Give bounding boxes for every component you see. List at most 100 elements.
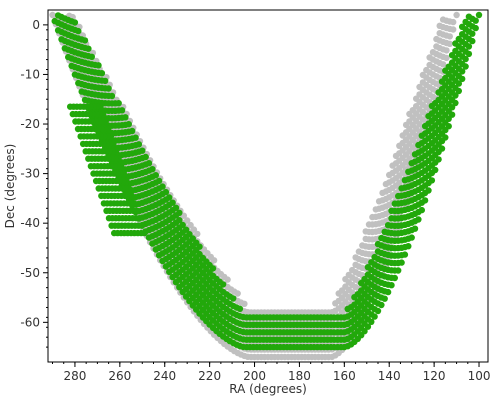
data-point <box>384 222 392 229</box>
y-tick-label: 0 <box>32 18 40 32</box>
data-point <box>345 271 352 279</box>
data-point <box>355 248 363 255</box>
data-point <box>95 185 102 192</box>
data-point <box>375 198 383 205</box>
x-tick-label: 140 <box>378 369 401 383</box>
data-point <box>452 40 459 47</box>
data-point <box>372 206 379 213</box>
y-tick-label: -60 <box>20 315 40 329</box>
x-tick-label: 220 <box>198 369 221 383</box>
data-point <box>362 235 369 243</box>
data-point <box>82 148 89 155</box>
data-point <box>425 113 432 120</box>
data-point <box>103 207 110 214</box>
data-point <box>459 23 466 30</box>
x-axis-label: RA (degrees) <box>229 382 307 396</box>
y-tick-label: -10 <box>20 67 40 81</box>
data-point <box>402 121 410 129</box>
data-point <box>189 302 196 309</box>
data-point <box>74 125 82 133</box>
data-point <box>381 228 388 235</box>
data-point <box>408 160 415 167</box>
data-point <box>98 192 105 200</box>
data-point <box>374 240 382 248</box>
data-point <box>352 261 359 268</box>
data-point <box>442 67 449 74</box>
data-point <box>358 279 365 287</box>
data-point <box>51 17 58 25</box>
data-point <box>413 95 420 102</box>
data-point <box>439 16 447 23</box>
data-point <box>69 110 77 118</box>
data-point <box>72 118 79 125</box>
data-point <box>438 78 446 85</box>
data-point <box>362 228 369 235</box>
data-point <box>186 297 193 305</box>
data-point <box>398 185 405 192</box>
y-tick-label: -40 <box>20 216 40 230</box>
data-point <box>433 43 440 50</box>
y-tick-label: -20 <box>20 117 40 131</box>
data-point <box>365 221 373 228</box>
data-point <box>344 305 351 313</box>
data-point <box>388 215 395 222</box>
data-point <box>149 240 156 247</box>
data-point <box>90 170 97 177</box>
data-point <box>395 192 402 200</box>
data-point <box>364 271 372 278</box>
x-tick-label: 260 <box>108 369 131 383</box>
data-point <box>75 79 82 87</box>
data-point <box>392 152 400 160</box>
data-point <box>391 200 398 207</box>
series-green-points <box>51 11 483 351</box>
x-tick-label: 180 <box>288 369 311 383</box>
data-point <box>389 162 396 169</box>
data-point <box>418 132 425 139</box>
x-tick-label: 120 <box>423 369 446 383</box>
data-point <box>159 257 166 265</box>
data-point <box>145 234 153 241</box>
data-point <box>399 132 406 139</box>
data-point <box>155 252 163 259</box>
x-tick-label: 200 <box>243 369 266 383</box>
data-point <box>462 18 469 26</box>
data-point <box>419 79 427 86</box>
data-point <box>475 11 483 19</box>
data-point <box>349 266 356 274</box>
data-point <box>465 13 473 20</box>
data-point <box>382 180 390 188</box>
x-tick-label: 100 <box>468 369 491 383</box>
data-point <box>401 177 409 184</box>
data-point <box>419 71 427 79</box>
data-point <box>78 88 85 95</box>
data-point <box>364 264 372 271</box>
data-point <box>54 27 62 34</box>
data-point <box>423 66 430 74</box>
data-point <box>162 263 170 270</box>
data-point <box>335 290 342 297</box>
data-point <box>166 268 173 276</box>
data-point <box>388 207 395 214</box>
data-point <box>332 300 339 307</box>
data-point <box>369 213 376 221</box>
data-point <box>67 103 74 110</box>
data-point <box>81 96 89 104</box>
data-point <box>176 284 183 291</box>
data-point <box>453 11 460 19</box>
data-point <box>58 36 65 43</box>
data-point <box>79 140 87 148</box>
x-tick-label: 280 <box>63 369 86 383</box>
data-point <box>61 45 68 52</box>
data-point <box>386 171 393 179</box>
data-point <box>426 54 433 61</box>
data-point <box>68 62 75 70</box>
data-point <box>429 49 437 56</box>
data-point <box>379 189 386 197</box>
data-point <box>433 35 440 43</box>
data-point <box>459 31 466 38</box>
data-point <box>85 155 92 162</box>
data-point <box>405 168 412 175</box>
data-point <box>378 234 385 242</box>
data-point <box>65 53 72 61</box>
